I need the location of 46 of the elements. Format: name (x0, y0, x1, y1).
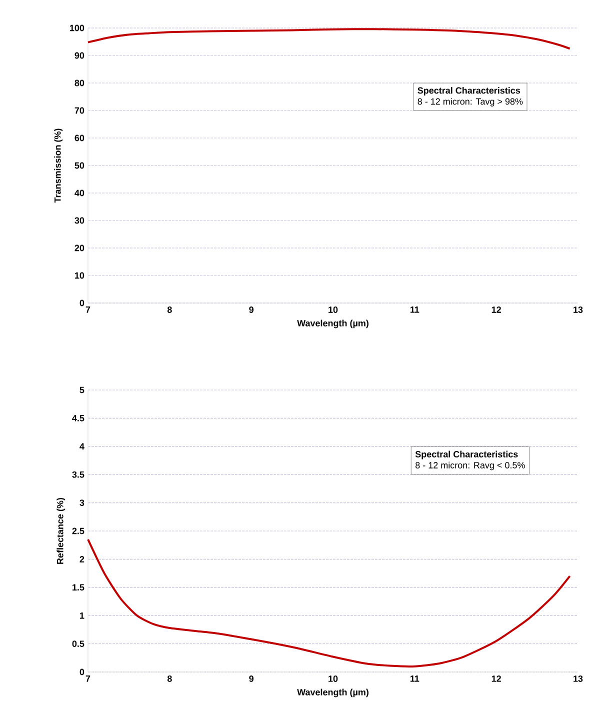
y-tick-label: 10 (75, 272, 84, 279)
y-tick-label: 0.5 (72, 640, 84, 647)
annotation: 8 - 12 micron: Tavg > 98% (418, 98, 523, 106)
y-tick-label: 90 (74, 52, 84, 59)
y-tick-label: 40 (74, 190, 84, 196)
y-tick-label: 1 (80, 612, 84, 619)
y-tick-label: 0 (80, 300, 84, 306)
x-tick-label: 10 (328, 306, 338, 313)
y-tick-label: 2 (80, 556, 84, 562)
x-tick-label: 12 (492, 676, 501, 682)
y-tick-label: 70 (74, 107, 84, 114)
x-tick-label: 7 (86, 676, 90, 682)
line-series (87, 538, 571, 668)
x-tick-label: 9 (249, 306, 254, 313)
x-tick-label: 7 (86, 306, 90, 313)
y-tick-label: 4 (80, 443, 84, 450)
y-tick-label: 0 (80, 668, 84, 676)
y-tick-label: 30 (74, 217, 84, 224)
line-series (87, 28, 571, 50)
annotation: 8 - 12 micron: Ravg < 0.5% (416, 462, 525, 470)
x-axis-title: Wavelength (µm) (297, 320, 368, 328)
x-tick-label: 8 (167, 676, 172, 682)
x-tick-label: 9 (249, 676, 254, 682)
annotation: Spectral Characteristics (418, 87, 520, 96)
y-tick-label: 4.5 (72, 415, 84, 422)
y-tick-label: 3 (80, 500, 84, 506)
annotation: Spectral Characteristics (415, 450, 518, 460)
y-axis-title: Reflectance (%) (56, 498, 66, 564)
y-tick-label: 2.5 (72, 528, 84, 534)
y-axis-title: Transmission (%) (54, 128, 63, 203)
x-tick-label: 11 (410, 676, 420, 682)
y-tick-label: 1.5 (72, 584, 84, 591)
y-tick-label: 60 (74, 134, 84, 142)
y-tick-label: 80 (74, 80, 84, 86)
x-tick-label: 13 (574, 306, 583, 313)
x-tick-label: 12 (492, 306, 501, 313)
y-tick-label: 100 (70, 24, 84, 32)
x-tick-label: 10 (328, 676, 338, 682)
x-tick-label: 8 (167, 306, 172, 313)
y-tick-label: 50 (74, 162, 84, 169)
x-tick-label: 11 (410, 306, 420, 313)
y-tick-label: 3.5 (72, 471, 84, 478)
x-axis-title: Wavelength (µm) (297, 688, 368, 698)
x-tick-label: 13 (574, 676, 583, 682)
y-tick-label: 5 (80, 386, 84, 394)
y-tick-label: 20 (74, 244, 84, 252)
